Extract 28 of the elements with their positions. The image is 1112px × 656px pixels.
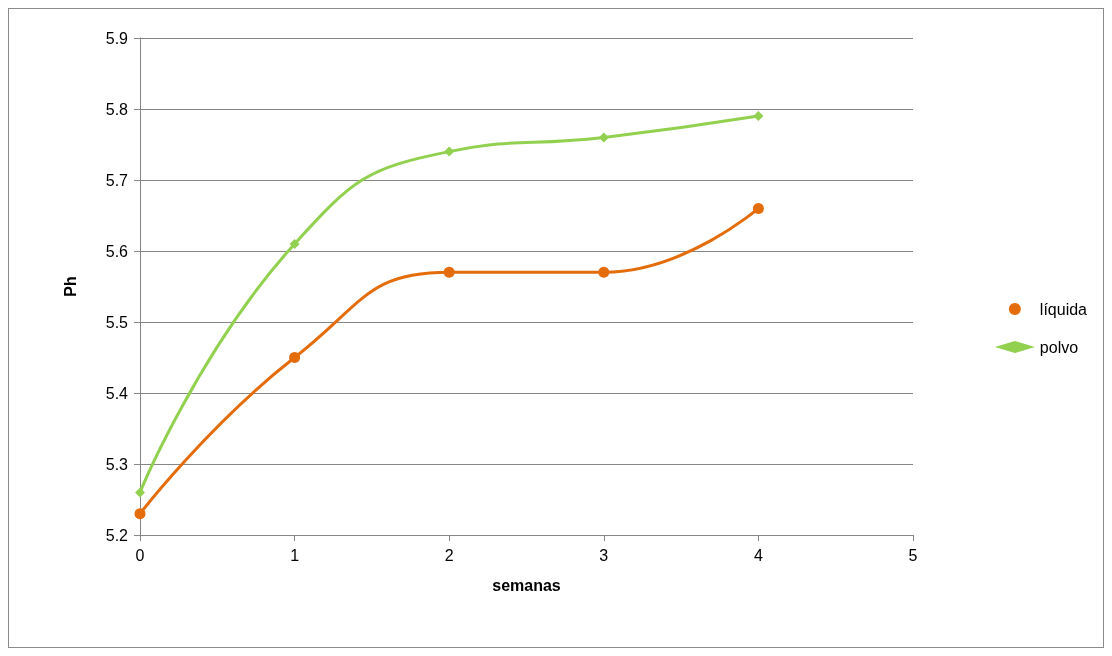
point bbox=[598, 266, 610, 278]
point bbox=[598, 132, 609, 143]
point bbox=[135, 487, 145, 498]
x-tick-label: 4 bbox=[753, 546, 763, 564]
x-tick-label: 1 bbox=[290, 546, 300, 564]
y-tick-label: 5.2 bbox=[105, 526, 129, 544]
x-tick-label: 5 bbox=[908, 546, 918, 564]
y-tick-label: 5.6 bbox=[105, 242, 129, 260]
point bbox=[752, 202, 764, 214]
point bbox=[753, 111, 764, 122]
x-tick-label: 0 bbox=[135, 546, 145, 564]
legend-label: líquida bbox=[1039, 300, 1088, 318]
y-tick-label: 5.5 bbox=[105, 313, 129, 331]
y-tick-label: 5.4 bbox=[105, 384, 129, 402]
x-tick-label: 2 bbox=[444, 546, 454, 564]
y-axis-title: Ph bbox=[61, 276, 79, 297]
point bbox=[289, 352, 301, 363]
y-tick-label: 5.7 bbox=[105, 171, 129, 189]
y-tick-label: 5.3 bbox=[105, 455, 129, 473]
point bbox=[289, 238, 300, 249]
y-tick-label: 5.9 bbox=[105, 29, 129, 47]
y-tick-label: 5.8 bbox=[105, 100, 129, 118]
x-axis-title: semanas bbox=[492, 576, 561, 594]
point bbox=[444, 146, 455, 157]
point bbox=[443, 266, 455, 278]
point bbox=[134, 508, 146, 520]
legend-label: polvo bbox=[1039, 338, 1079, 356]
x-tick-label: 3 bbox=[599, 546, 609, 564]
